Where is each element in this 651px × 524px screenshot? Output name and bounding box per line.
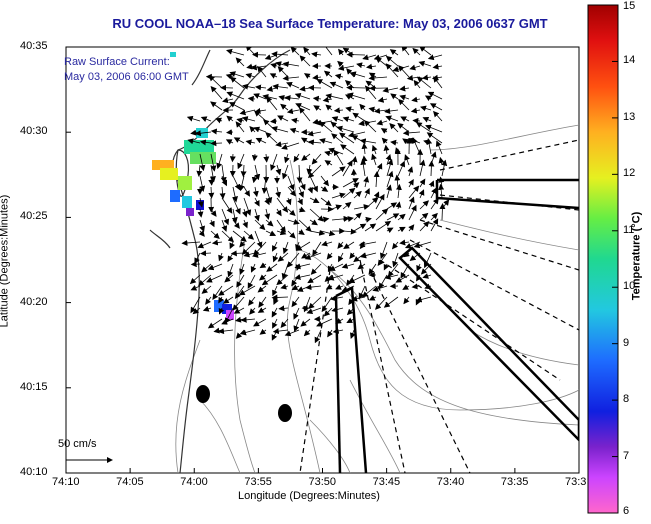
current-vector — [192, 264, 200, 265]
x-tick-label: 74:10 — [52, 476, 80, 488]
dumpsite-marker — [278, 404, 292, 422]
current-vector — [348, 55, 366, 56]
colorbar-tick-label: 15 — [623, 0, 635, 12]
current-vector — [211, 143, 222, 144]
colorbar-tick-label: 13 — [623, 111, 635, 123]
y-tick-label: 40:15 — [20, 381, 48, 393]
x-tick-label: 73:50 — [309, 476, 337, 488]
y-tick-label: 40:10 — [20, 466, 48, 478]
y-axis-title: Latitude (Degrees:Minutes) — [0, 195, 10, 328]
current-vector — [413, 121, 420, 122]
colorbar-tick-label: 12 — [623, 167, 635, 179]
x-tick-label: 74:00 — [180, 476, 208, 488]
overlay-line-2: May 03, 2006 06:00 GMT — [64, 71, 189, 83]
x-tick-label: 73:3 — [565, 476, 586, 488]
colorbar-tick-label: 6 — [623, 505, 629, 517]
x-tick-label: 73:35 — [501, 476, 529, 488]
x-tick-label: 73:55 — [244, 476, 272, 488]
colorbar-tick-label: 14 — [623, 54, 635, 66]
colorbar-title: Temperature (°C) — [630, 212, 642, 301]
plot-frame — [66, 47, 579, 473]
x-tick-label: 74:05 — [116, 476, 144, 488]
y-tick-label: 40:25 — [20, 210, 48, 222]
y-tick-label: 40:30 — [20, 125, 48, 137]
x-tick-label: 73:40 — [437, 476, 465, 488]
y-tick-label: 40:20 — [20, 296, 48, 308]
colorbar — [588, 5, 618, 513]
x-axis-title: Longitude (Degrees:Minutes) — [238, 490, 380, 502]
x-tick-label: 73:45 — [373, 476, 401, 488]
colorbar-tick-label: 8 — [623, 393, 629, 405]
figure-title: RU COOL NOAA–18 Sea Surface Temperature:… — [70, 16, 590, 31]
y-tick-label: 40:35 — [20, 40, 48, 52]
scale-label: 50 cm/s — [58, 438, 97, 450]
overlay-line-1: Raw Surface Current: — [64, 56, 170, 68]
current-vector — [347, 88, 365, 89]
dumpsite-marker — [196, 385, 210, 403]
colorbar-tick-label: 7 — [623, 450, 629, 462]
colorbar-tick-label: 9 — [623, 337, 629, 349]
